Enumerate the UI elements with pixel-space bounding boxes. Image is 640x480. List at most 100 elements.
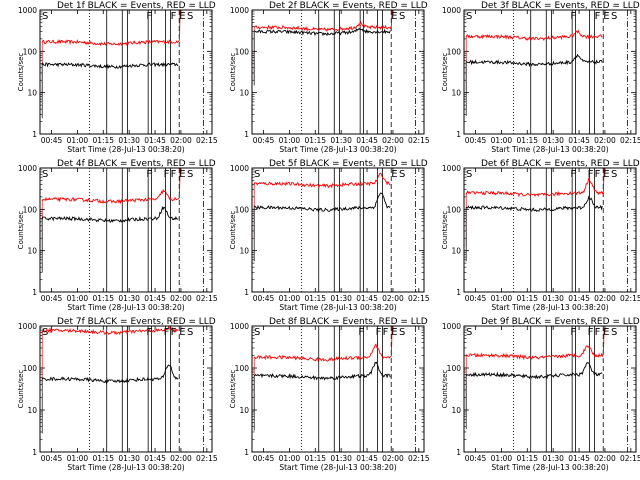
y-axis-label: Counts/sec bbox=[441, 370, 449, 409]
y-tick-label: 1 bbox=[456, 288, 461, 297]
event-flag-e: E bbox=[603, 327, 609, 338]
series-lld bbox=[41, 9, 181, 47]
x-axis-label: Start Time (28-Jul-13 00:38:20) bbox=[279, 463, 396, 472]
x-tick-label: 02:15 bbox=[408, 136, 430, 145]
x-tick-label: 00:45 bbox=[253, 136, 275, 145]
y-tick-label: 1000 bbox=[442, 6, 461, 15]
x-tick-label: 01:15 bbox=[304, 294, 326, 303]
y-tick-label: 10 bbox=[27, 247, 37, 256]
x-tick-label: 01:30 bbox=[330, 294, 352, 303]
x-tick-label: 00:45 bbox=[41, 136, 63, 145]
series-events bbox=[41, 205, 179, 224]
y-tick-label: 1000 bbox=[18, 322, 37, 331]
series-lld bbox=[465, 327, 605, 361]
event-flag-f: F bbox=[595, 169, 601, 180]
x-tick-label: 01:45 bbox=[144, 294, 166, 303]
x-axis-label: Start Time (28-Jul-13 00:38:20) bbox=[67, 463, 184, 472]
panel-title: Det 7f BLACK = Events, RED = LLD bbox=[57, 317, 216, 327]
panel-title: Det 8f BLACK = Events, RED = LLD bbox=[269, 317, 428, 327]
y-tick-label: 10 bbox=[451, 406, 461, 415]
panel-title: Det 4f BLACK = Events, RED = LLD bbox=[57, 159, 216, 169]
event-flag-s: S bbox=[399, 11, 405, 22]
y-tick-label: 100 bbox=[23, 205, 38, 214]
event-flag-s: S bbox=[466, 327, 472, 338]
panel-title: Det 5f BLACK = Events, RED = LLD bbox=[269, 159, 428, 169]
event-flag-f: F bbox=[171, 327, 177, 338]
x-tick-label: 02:15 bbox=[196, 136, 218, 145]
event-flag-s: S bbox=[611, 169, 617, 180]
panel-det-5: Det 5f BLACK = Events, RED = LLD 1 10 100 10… bbox=[229, 159, 430, 312]
event-flag-f: F bbox=[588, 327, 594, 338]
y-tick-label: 1 bbox=[32, 288, 37, 297]
y-axis-label: Counts/sec bbox=[441, 211, 449, 250]
x-tick-label: 00:45 bbox=[465, 454, 487, 463]
y-tick-label: 100 bbox=[235, 205, 250, 214]
event-flag-s: S bbox=[42, 11, 48, 22]
x-tick-label: 01:45 bbox=[356, 454, 378, 463]
panel-det-4: Det 4f BLACK = Events, RED = LLD 1 10 100 10… bbox=[17, 159, 218, 312]
plot-frame bbox=[463, 9, 637, 135]
panel-title: Det 2f BLACK = Events, RED = LLD bbox=[269, 1, 428, 11]
y-tick-label: 10 bbox=[239, 247, 249, 256]
x-tick-label: 01:45 bbox=[144, 454, 166, 463]
x-tick-label: 02:00 bbox=[594, 136, 616, 145]
x-tick-label: 01:45 bbox=[568, 136, 590, 145]
series-events bbox=[41, 364, 179, 385]
event-flag-s: S bbox=[399, 327, 405, 338]
series-lld bbox=[465, 29, 603, 41]
event-flag-e: E bbox=[179, 11, 185, 22]
x-tick-label: 01:30 bbox=[542, 136, 564, 145]
y-axis-label: Counts/sec bbox=[441, 53, 449, 92]
y-axis-label: Counts/sec bbox=[17, 370, 25, 409]
y-tick-label: 1 bbox=[244, 448, 249, 457]
x-tick-label: 02:15 bbox=[408, 454, 430, 463]
y-tick-label: 100 bbox=[23, 364, 38, 373]
panel-det-2: Det 2f BLACK = Events, RED = LLD 1 10 100 10… bbox=[229, 1, 430, 154]
series-events bbox=[41, 61, 179, 70]
y-tick-label: 100 bbox=[447, 205, 462, 214]
event-flag-f: F bbox=[146, 11, 152, 22]
x-tick-label: 01:00 bbox=[491, 294, 513, 303]
x-tick-label: 00:45 bbox=[253, 294, 275, 303]
y-axis-label: Counts/sec bbox=[17, 53, 25, 92]
x-tick-label: 02:00 bbox=[594, 294, 616, 303]
plot-frame bbox=[251, 325, 425, 453]
event-flag-e: E bbox=[179, 169, 185, 180]
plot-frame bbox=[251, 9, 425, 135]
y-tick-label: 100 bbox=[23, 47, 38, 56]
panel-det-3: Det 3f BLACK = Events, RED = LLD 1 10 100 10… bbox=[441, 1, 640, 154]
x-axis-label: Start Time (28-Jul-13 00:38:20) bbox=[491, 145, 608, 154]
plot-frame bbox=[39, 167, 213, 293]
series-events bbox=[465, 195, 603, 212]
event-flag-f: F bbox=[376, 327, 382, 338]
series-events bbox=[465, 361, 603, 380]
x-tick-label: 01:45 bbox=[568, 294, 590, 303]
panel-title: Det 9f BLACK = Events, RED = LLD bbox=[481, 317, 640, 327]
x-tick-label: 01:00 bbox=[491, 454, 513, 463]
event-flag-e: E bbox=[391, 327, 397, 338]
panel-det-8: Det 8f BLACK = Events, RED = LLD 1 10 100 10… bbox=[229, 317, 430, 472]
y-tick-label: 1 bbox=[456, 130, 461, 139]
x-tick-label: 01:30 bbox=[118, 454, 140, 463]
x-tick-label: 02:15 bbox=[408, 294, 430, 303]
y-tick-label: 10 bbox=[27, 406, 37, 415]
x-tick-label: 01:00 bbox=[279, 454, 301, 463]
x-tick-label: 01:00 bbox=[279, 294, 301, 303]
x-tick-label: 02:00 bbox=[382, 136, 404, 145]
event-flag-s: S bbox=[42, 169, 48, 180]
x-tick-label: 01:00 bbox=[491, 136, 513, 145]
x-tick-label: 01:15 bbox=[304, 454, 326, 463]
y-tick-label: 10 bbox=[239, 406, 249, 415]
series-lld bbox=[253, 172, 391, 189]
y-tick-label: 1 bbox=[244, 288, 249, 297]
plot-frame bbox=[463, 325, 637, 453]
series-lld bbox=[465, 167, 605, 198]
x-axis-label: Start Time (28-Jul-13 00:38:20) bbox=[279, 303, 396, 312]
event-flag-s: S bbox=[254, 169, 260, 180]
event-flag-s: S bbox=[42, 327, 48, 338]
event-flag-f: F bbox=[570, 169, 576, 180]
x-tick-label: 01:45 bbox=[356, 294, 378, 303]
y-tick-label: 1 bbox=[456, 448, 461, 457]
x-tick-label: 01:30 bbox=[118, 136, 140, 145]
